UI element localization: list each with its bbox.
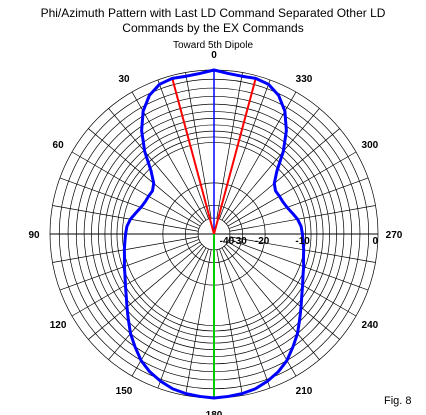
grid-spoke	[71, 241, 201, 317]
angle-label: 270	[386, 230, 403, 241]
pattern-curve	[122, 68, 306, 400]
chart-subtitle: Toward 5th Dipole	[173, 40, 253, 51]
grid-spoke	[108, 245, 205, 360]
angle-label: 180	[206, 410, 223, 415]
ring-labels: 0 -10 -20 -30-40	[220, 236, 379, 247]
max-gain-line	[213, 78, 257, 235]
ring-label: -30	[232, 236, 247, 247]
ring-label: -40	[220, 236, 235, 247]
grid-spoke	[228, 239, 369, 291]
chart-title-line-2: Commands by the EX Commands	[122, 21, 303, 35]
angle-labels: 0 330 300 270 240 210 180 150 120 90 60 30	[28, 50, 402, 415]
chart-title-line-1: Phi/Azimuth Pattern with Last LD Command…	[41, 6, 386, 20]
angle-label: 330	[296, 74, 313, 85]
grid-spoke	[225, 243, 340, 340]
grid-spoke	[185, 249, 212, 396]
grid-spoke	[219, 248, 271, 389]
grid-spoke	[219, 79, 271, 220]
grid-spoke	[223, 108, 320, 223]
grid-spoke	[228, 177, 369, 229]
angle-label: 300	[362, 140, 379, 151]
ring-label: 0	[372, 236, 378, 247]
grid-spoke	[71, 151, 201, 227]
grid-spoke	[157, 79, 209, 220]
grid-spoke	[157, 248, 209, 389]
grid-spoke	[52, 205, 199, 232]
grid-spoke	[223, 245, 320, 360]
grid-spoke	[216, 72, 243, 219]
angle-label: 210	[296, 386, 313, 397]
grid-spoke	[88, 128, 203, 225]
grid-spoke	[225, 128, 340, 225]
grid-spoke	[59, 239, 200, 291]
ring-label: -20	[255, 236, 270, 247]
grid-spoke	[131, 247, 207, 377]
max-gain-line	[171, 78, 215, 235]
grid-spoke	[185, 72, 212, 219]
figure-label: Fig. 8	[384, 395, 412, 407]
grid-spoke	[221, 247, 297, 377]
angle-label: 90	[28, 230, 40, 241]
grid-spoke	[227, 241, 357, 317]
grid-spoke	[59, 177, 200, 229]
angle-label: 0	[211, 50, 217, 61]
plot-area	[122, 68, 306, 400]
grid-spoke	[227, 151, 357, 227]
grid-spoke	[88, 243, 203, 340]
angle-label: 60	[53, 140, 65, 151]
angle-label: 30	[118, 74, 130, 85]
grid-spoke	[216, 249, 243, 396]
angle-label: 240	[362, 320, 379, 331]
ring-label: -10	[295, 236, 310, 247]
angle-label: 120	[50, 320, 67, 331]
grid-spoke	[108, 108, 205, 223]
grid-spoke	[229, 205, 376, 232]
angle-label: 150	[116, 386, 133, 397]
